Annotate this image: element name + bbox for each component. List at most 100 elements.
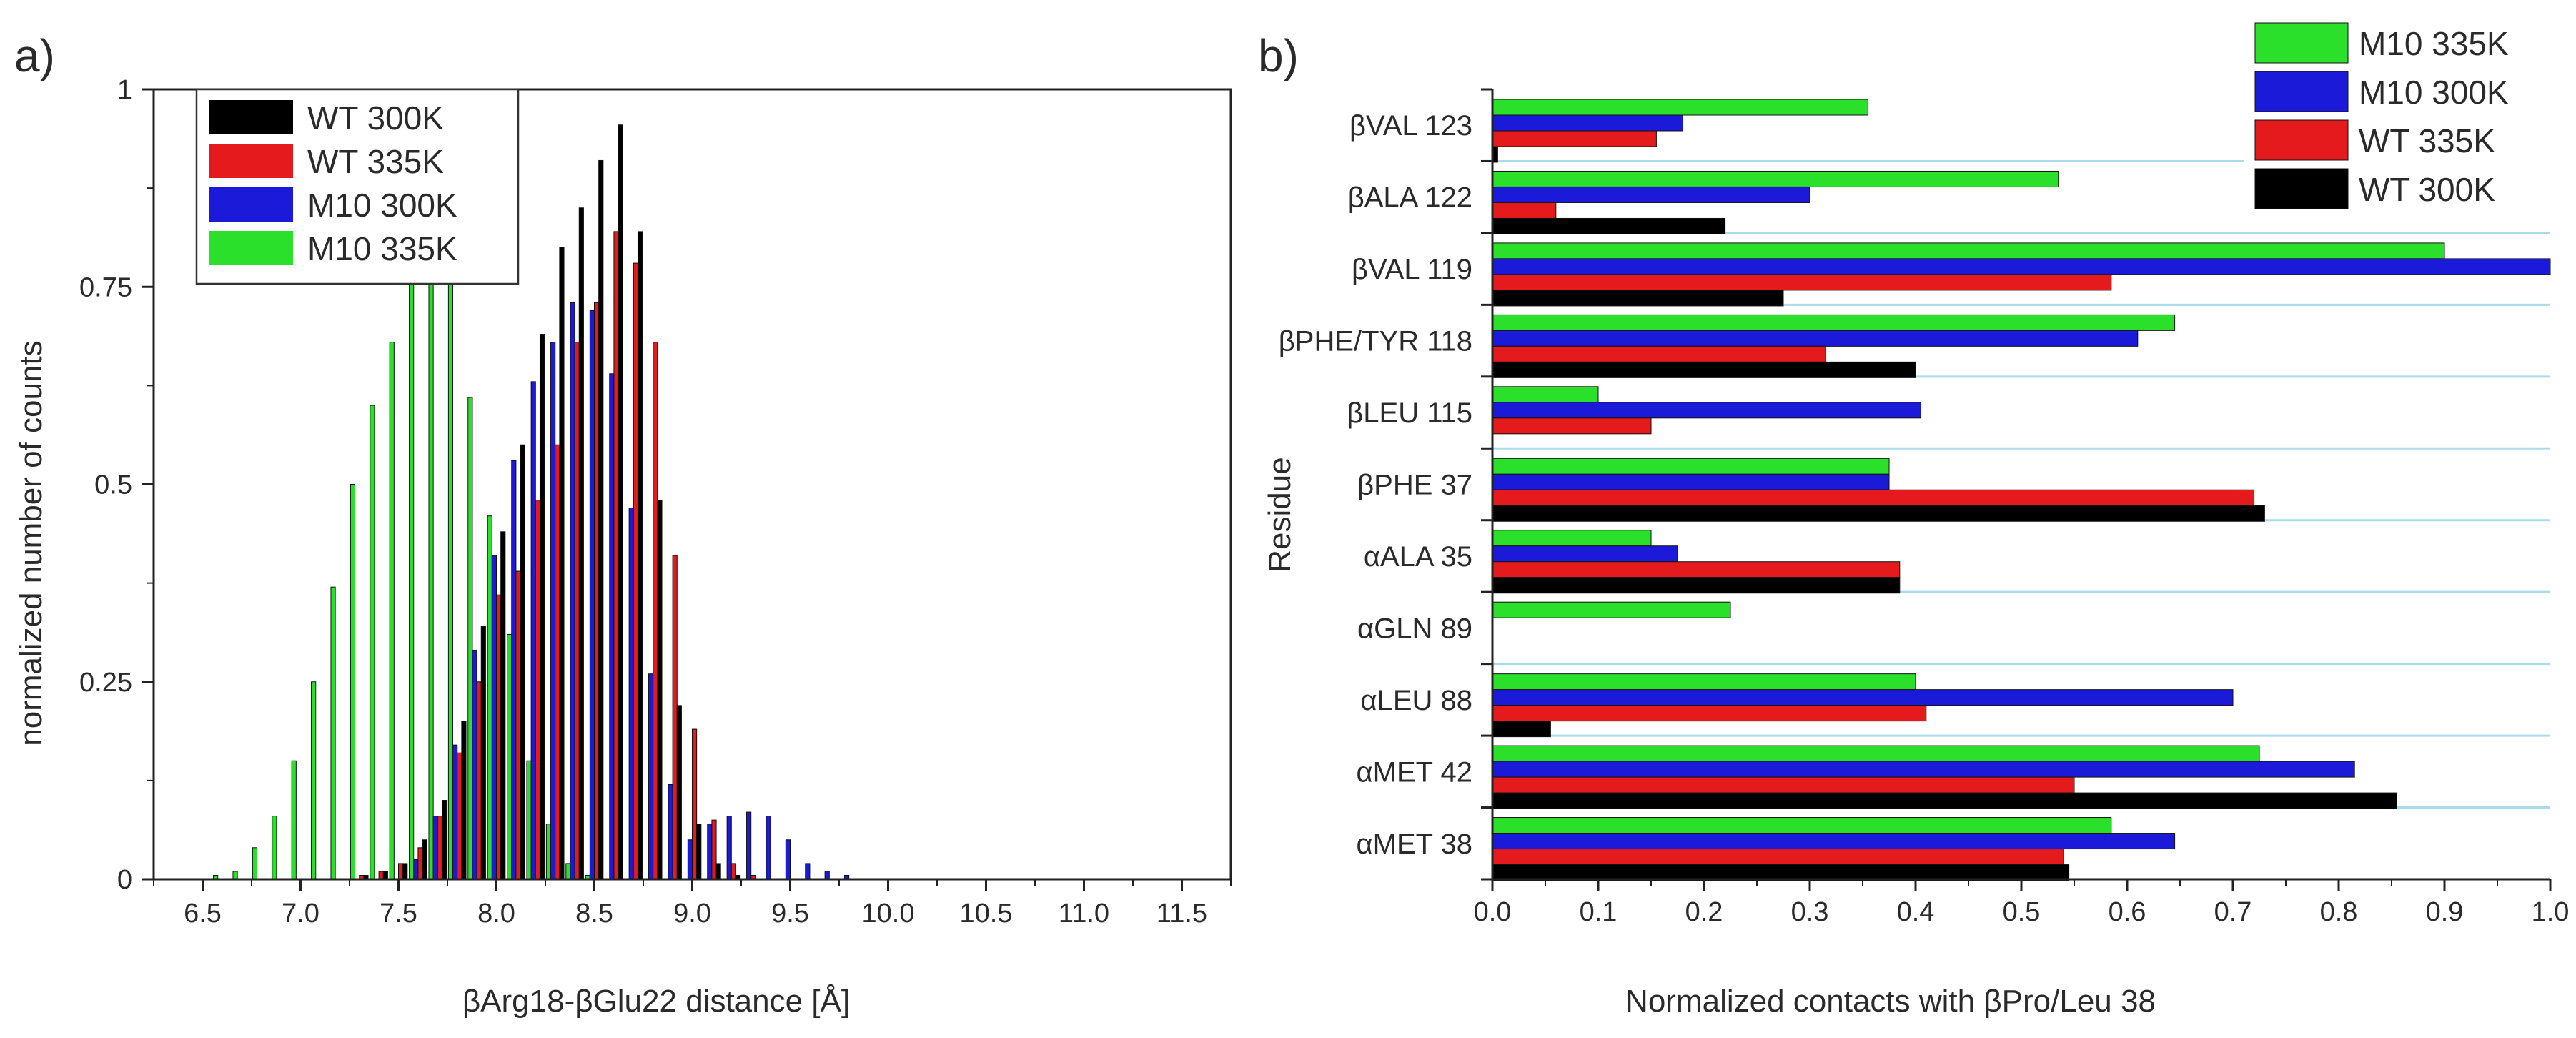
histogram-bar [707, 824, 713, 880]
histogram-bar [539, 334, 545, 880]
residue-label: αALA 35 [1364, 541, 1472, 573]
histogram-bar [291, 760, 297, 880]
contact-bar [1492, 99, 1868, 116]
histogram-bar [594, 302, 600, 880]
panel-b-label: b) [1258, 30, 1299, 81]
x-tick-label: 0.9 [2426, 897, 2464, 927]
histogram-bar [570, 302, 575, 880]
histogram-bar [461, 721, 467, 880]
contact-bar [1492, 330, 2139, 347]
histogram-bar [535, 500, 540, 880]
contact-bar [1492, 864, 2070, 881]
x-tick-label: 7.5 [380, 899, 417, 929]
histogram-bar [398, 863, 404, 880]
contact-bar [1492, 601, 1731, 618]
histogram-bar [500, 531, 506, 880]
contact-bar [1492, 186, 1810, 203]
residue-label: βLEU 115 [1347, 397, 1472, 429]
contact-bar [1492, 130, 1657, 147]
histogram-bar [805, 863, 811, 880]
histogram-bar [550, 342, 556, 880]
contact-bar [1492, 561, 1901, 578]
contact-bar [1492, 689, 2234, 706]
residue-label: βVAL 119 [1352, 254, 1472, 285]
legend-label: M10 300K [2359, 74, 2509, 111]
contact-bar [1492, 386, 1599, 403]
x-tick-label: 8.0 [477, 899, 515, 929]
histogram-bar [711, 819, 717, 880]
contact-bar [1492, 274, 2112, 291]
histogram-bar [715, 863, 721, 880]
histogram-bar [633, 262, 638, 880]
x-tick-label: 0.7 [2214, 897, 2252, 927]
panel-a-label: a) [14, 30, 55, 81]
legend-swatch [209, 187, 293, 222]
contact-bar [1492, 202, 1557, 219]
residue-label: βPHE/TYR 118 [1279, 326, 1472, 357]
y-tick-label: 1 [117, 75, 132, 105]
residue-label: αMET 38 [1357, 829, 1472, 860]
x-tick-label: 0.5 [2003, 897, 2041, 927]
x-tick-label: 11.0 [1059, 899, 1109, 929]
residue-label: αGLN 89 [1357, 613, 1472, 644]
x-tick-label: 6.5 [184, 899, 222, 929]
histogram-bar [824, 871, 830, 880]
contact-bar [1492, 170, 2059, 187]
histogram-bar [417, 847, 423, 880]
contact-bar [1492, 673, 1916, 691]
contact-bar [1492, 402, 1921, 419]
residue-label: βVAL 123 [1349, 110, 1472, 142]
x-tick-label: 10.5 [960, 899, 1013, 929]
histogram-bar [457, 752, 462, 880]
histogram-bar [496, 594, 502, 880]
contact-bar [1492, 290, 1784, 307]
legend-swatch [209, 231, 293, 265]
x-tick-label: 8.5 [575, 899, 613, 929]
histogram-bar [507, 633, 512, 880]
y-tick-label: 0.75 [79, 272, 132, 302]
x-tick-label: 0.4 [1897, 897, 1935, 927]
legend-swatch [2254, 22, 2349, 64]
histogram-bar [746, 811, 752, 880]
histogram-bar [480, 626, 486, 880]
histogram-bar [657, 500, 663, 880]
contact-bar [1492, 530, 1652, 547]
histogram-bar [441, 800, 447, 880]
legend-label: WT 335K [307, 143, 444, 180]
histogram-bar [447, 270, 454, 880]
legend-label: WT 300K [307, 99, 444, 137]
legend-label: WT 300K [2359, 171, 2495, 208]
contact-bar [1492, 314, 2176, 331]
contact-bar [1492, 705, 1927, 722]
contact-bar [1492, 473, 1890, 490]
legend-swatch [2254, 71, 2349, 112]
legend-label: M10 335K [307, 230, 457, 267]
histogram-bar [422, 839, 427, 880]
contact-bar [1492, 505, 2265, 522]
histogram-bar [555, 444, 560, 880]
histogram-bar [687, 839, 693, 880]
x-tick-label: 0.8 [2320, 897, 2358, 927]
contact-bar [1492, 242, 2445, 260]
x-tick-label: 0.3 [1791, 897, 1829, 927]
contact-bar [1492, 417, 1652, 435]
x-tick-label: 7.0 [282, 899, 319, 929]
histogram-bar [696, 824, 702, 880]
contact-bar [1492, 817, 2112, 834]
panel-b-x-axis-label: Normalized contacts with βPro/Leu 38 [1625, 984, 2156, 1019]
histogram-bar [526, 760, 532, 880]
x-tick-label: 1.0 [2532, 897, 2570, 927]
residue-label: αLEU 88 [1360, 685, 1472, 716]
legend-swatch [2254, 168, 2349, 209]
contact-bar [1492, 489, 2255, 506]
histogram-bar [487, 515, 492, 880]
contact-bar [1492, 745, 2260, 762]
contact-bar [1492, 776, 2075, 794]
contact-bar [1492, 849, 2064, 866]
contact-bar [1492, 721, 1551, 738]
x-tick-label: 9.5 [771, 899, 809, 929]
contact-bar [1492, 792, 2397, 809]
histogram-bar [467, 397, 473, 880]
panel-a-y-axis-label: normalized number of counts [14, 340, 49, 746]
histogram-bar [311, 681, 317, 880]
